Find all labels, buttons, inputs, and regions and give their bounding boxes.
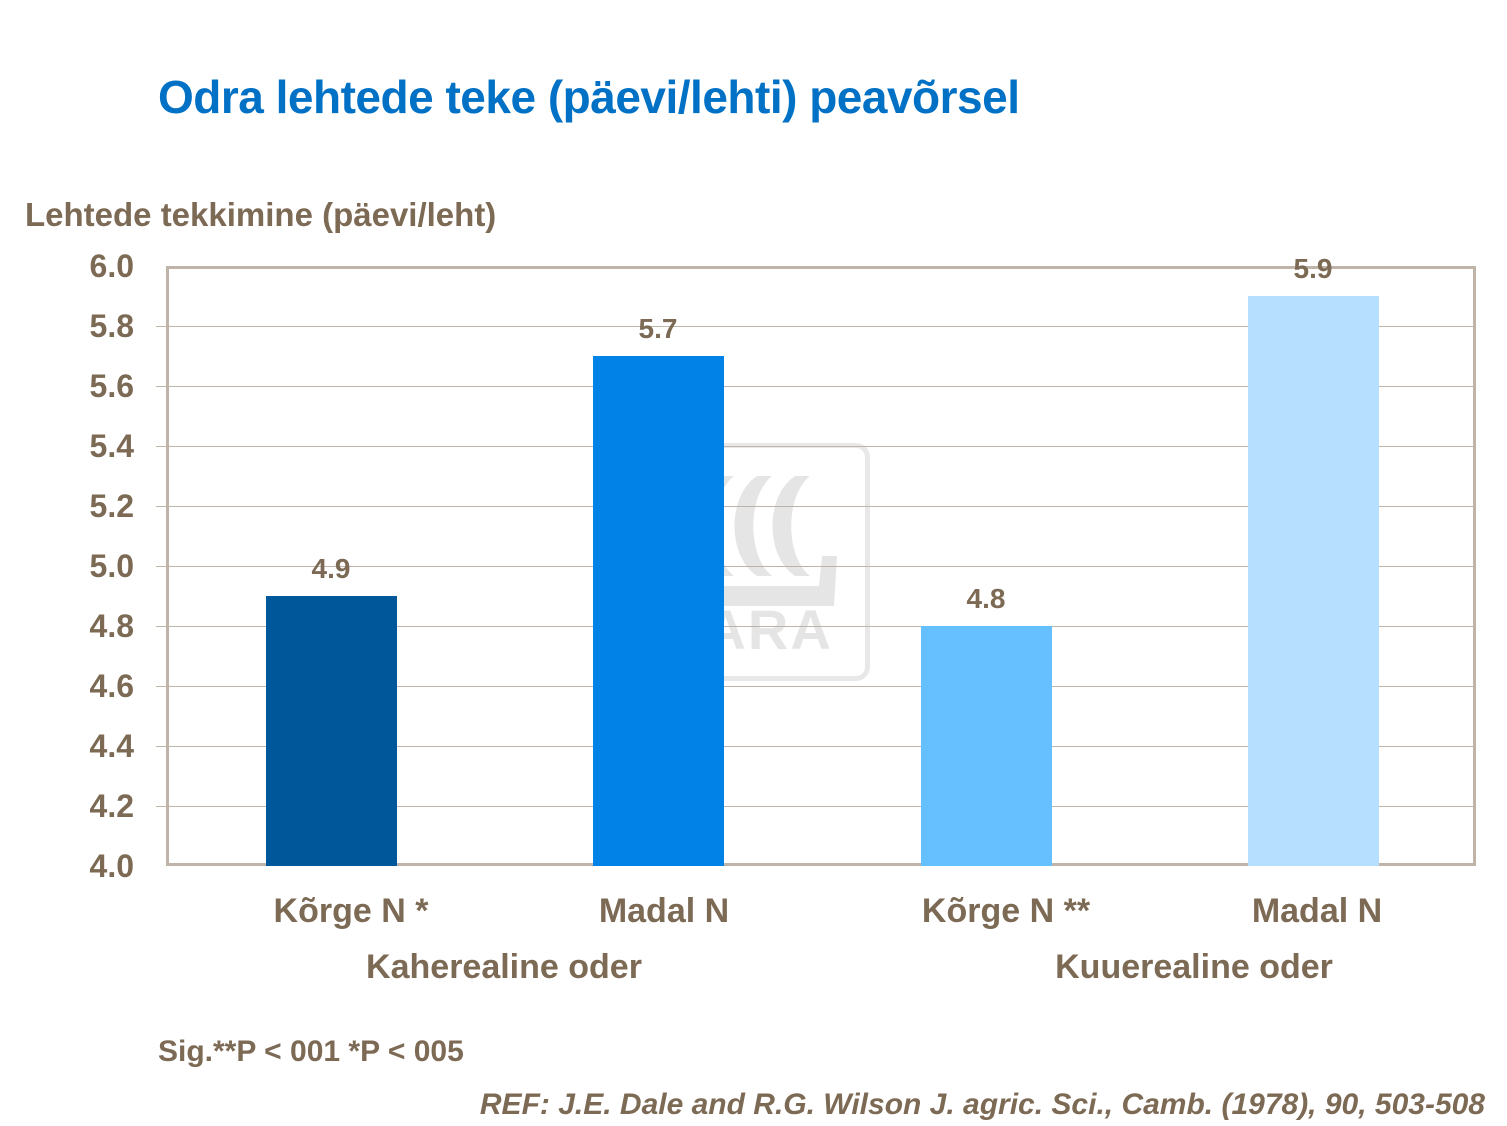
y-tick: 4.2 — [89, 788, 134, 824]
x-category-label: Kõrge N ** — [921, 892, 1091, 930]
y-tick: 5.4 — [89, 428, 134, 464]
x-category-label: Madal N — [598, 892, 730, 930]
value-label: 4.9 — [311, 553, 351, 584]
x-group-label: Kuuerealine oder — [1055, 948, 1333, 986]
x-category-label: Madal N — [1251, 892, 1383, 930]
gridline — [156, 326, 1476, 327]
y-tick: 5.2 — [89, 488, 134, 524]
y-tick: 4.0 — [89, 848, 134, 884]
significance-note: Sig.**P < 001 *P < 005 — [158, 1035, 464, 1068]
y-tick: 4.6 — [89, 668, 134, 704]
gridline — [156, 626, 1476, 627]
bar-korge-n-kuuerealine — [921, 626, 1052, 866]
y-tick: 5.0 — [89, 548, 134, 584]
gridline — [156, 686, 1476, 687]
gridline — [156, 566, 1476, 567]
gridline — [156, 806, 1476, 807]
gridline — [156, 746, 1476, 747]
bar-madal-n-kaherealine — [593, 356, 724, 866]
bar-korge-n-kaherealine — [266, 596, 397, 866]
gridline — [156, 506, 1476, 507]
y-axis-label: Lehtede tekkimine (päevi/leht) — [25, 196, 497, 233]
x-group-label: Kaherealine oder — [366, 948, 642, 986]
y-tick: 4.4 — [89, 728, 134, 764]
gridline — [156, 446, 1476, 447]
y-tick: 5.6 — [89, 368, 134, 404]
reference-note: REF: J.E. Dale and R.G. Wilson J. agric.… — [479, 1088, 1485, 1121]
value-label: 5.9 — [1293, 253, 1333, 284]
value-label: 5.7 — [638, 313, 678, 344]
y-tick: 6.0 — [89, 248, 134, 284]
y-tick: 5.8 — [89, 308, 134, 344]
gridline — [156, 386, 1476, 387]
chart-title: Odra lehtede teke (päevi/lehti) peavõrse… — [158, 71, 1020, 123]
y-tick: 4.8 — [89, 608, 134, 644]
x-category-label: Kõrge N * — [273, 892, 429, 930]
value-label: 4.8 — [966, 583, 1006, 614]
bar-madal-n-kuuerealine — [1248, 296, 1379, 866]
